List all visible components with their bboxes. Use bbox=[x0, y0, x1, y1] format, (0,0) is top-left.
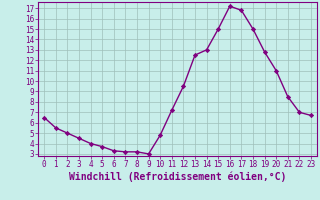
X-axis label: Windchill (Refroidissement éolien,°C): Windchill (Refroidissement éolien,°C) bbox=[69, 172, 286, 182]
